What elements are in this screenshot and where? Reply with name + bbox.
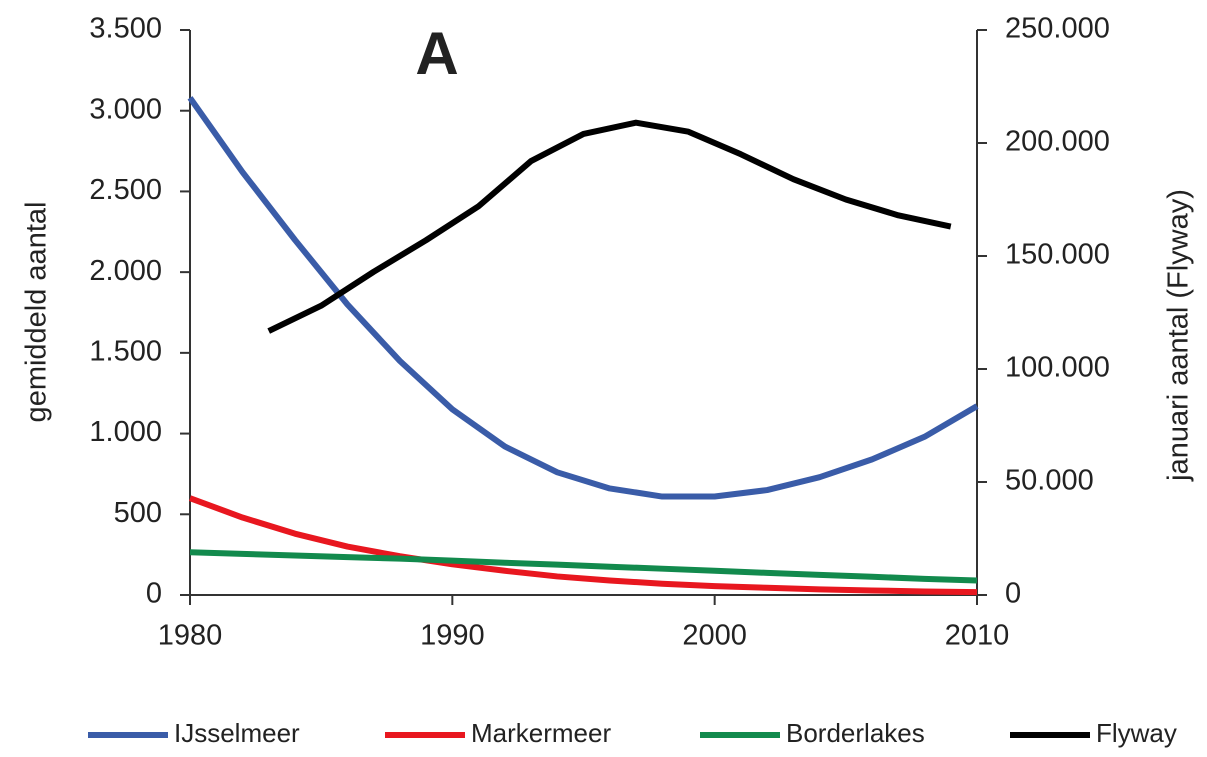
y-tick-label: 500 [114,497,162,529]
chart-title: A [415,20,458,87]
y2-tick-label: 200.000 [1005,126,1110,158]
data-line [267,119,952,334]
data-line [189,549,978,584]
legend-label: Markermeer [471,718,611,748]
y-tick-label: 2.500 [89,174,162,206]
legend-label: Borderlakes [786,718,925,748]
y-tick-label: 1.500 [89,336,162,368]
x-tick-label: 2010 [945,620,1010,652]
y2-tick-label: 50.000 [1005,465,1094,497]
y-tick-label: 3.500 [89,13,162,45]
y2-tick-label: 150.000 [1005,239,1110,271]
y-tick-label: 0 [146,578,162,610]
x-tick-label: 1990 [420,620,485,652]
x-tick-label: 2000 [682,620,747,652]
y-tick-label: 2.000 [89,255,162,287]
y-axis-title: gemiddeld aantal [21,202,53,423]
data-line [188,495,978,596]
y2-tick-label: 100.000 [1005,352,1110,384]
data-line [187,96,979,500]
legend-label: Flyway [1096,718,1177,748]
y2-tick-label: 250.000 [1005,13,1110,45]
y-tick-label: 3.000 [89,93,162,125]
legend-label: IJsselmeer [174,718,300,748]
y2-axis-title: januari aantal (Flyway) [1163,189,1195,482]
x-tick-label: 1980 [158,620,223,652]
y-tick-label: 1.000 [89,416,162,448]
y2-tick-label: 0 [1005,578,1021,610]
